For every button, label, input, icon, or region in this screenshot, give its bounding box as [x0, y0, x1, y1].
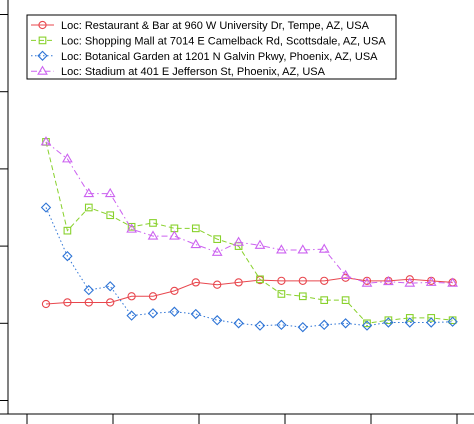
- data-point-stadium: [256, 241, 265, 249]
- data-point-stadium: [298, 245, 307, 253]
- legend-label: Loc: Restaurant & Bar at 960 W Universit…: [61, 20, 370, 32]
- data-point-garden: [127, 311, 136, 320]
- data-point-stadium: [170, 231, 179, 239]
- series-restaurant: [42, 274, 456, 307]
- series-mall: [43, 139, 456, 327]
- series-line-mall: [46, 142, 453, 323]
- series-layer: [42, 137, 457, 331]
- legend: Loc: Restaurant & Bar at 960 W Universit…: [27, 15, 396, 79]
- series-stadium: [42, 137, 457, 286]
- data-point-stadium: [106, 189, 115, 197]
- legend-item-restaurant: Loc: Restaurant & Bar at 960 W Universit…: [31, 20, 370, 32]
- legend-label: Loc: Shopping Mall at 7014 E Camelback R…: [61, 35, 386, 47]
- series-line-garden: [46, 208, 453, 328]
- data-point-mall: [150, 220, 157, 227]
- legend-item-stadium: Loc: Stadium at 401 E Jefferson St, Phoe…: [31, 66, 326, 78]
- data-point-stadium: [320, 245, 329, 253]
- data-point-garden: [277, 320, 286, 329]
- data-point-stadium: [63, 154, 72, 162]
- data-point-stadium: [84, 189, 93, 197]
- legend-item-mall: Loc: Shopping Mall at 7014 E Camelback R…: [31, 35, 386, 47]
- legend-item-garden: Loc: Botanical Garden at 1201 N Galvin P…: [31, 51, 378, 63]
- series-garden: [42, 203, 457, 331]
- legend-label: Loc: Botanical Garden at 1201 N Galvin P…: [61, 51, 378, 63]
- data-point-garden: [106, 282, 115, 291]
- legend-label: Loc: Stadium at 401 E Jefferson St, Phoe…: [61, 66, 326, 78]
